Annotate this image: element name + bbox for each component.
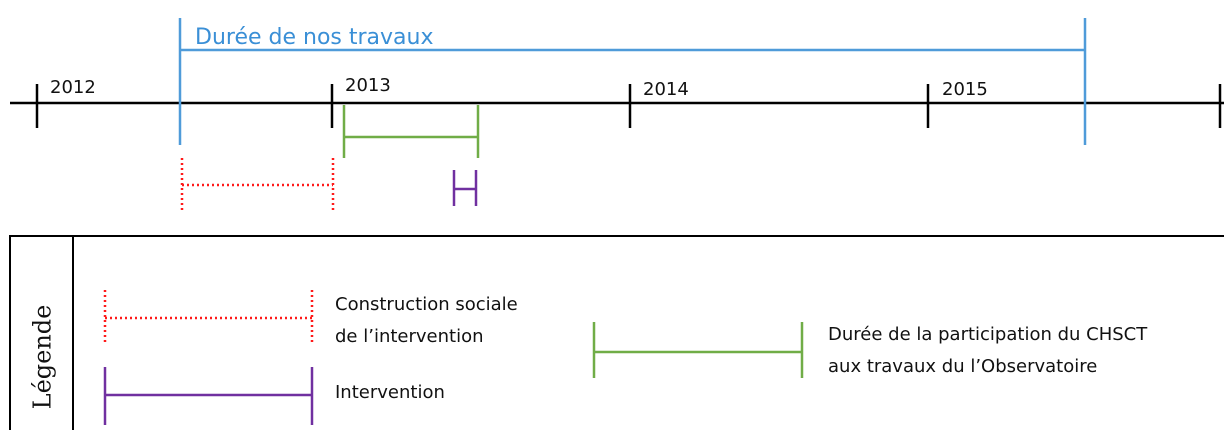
intervention-span — [452, 170, 478, 206]
legend-label: aux travaux du l’Observatoire — [828, 356, 1097, 377]
year-label: 2012 — [50, 77, 96, 98]
construction-span — [180, 158, 335, 213]
legend-label: Durée de la participation du CHSCT — [828, 324, 1148, 345]
work-duration-bracket: Durée de nos travaux — [178, 18, 1087, 145]
chsct-span — [342, 105, 480, 158]
legend-title: Légende — [29, 305, 57, 410]
timeline: 2012 2013 2014 2015 — [10, 75, 1224, 128]
legend: Légende Construction sociale de l’interv… — [9, 235, 1224, 430]
year-label: 2015 — [942, 79, 988, 100]
legend-label: de l’intervention — [335, 326, 484, 347]
year-label: 2013 — [345, 75, 391, 96]
legend-border — [9, 235, 1224, 430]
diagram-title: Durée de nos travaux — [195, 25, 433, 50]
legend-label: Construction sociale — [335, 294, 518, 315]
year-label: 2014 — [643, 79, 689, 100]
legend-label: Intervention — [335, 382, 445, 403]
